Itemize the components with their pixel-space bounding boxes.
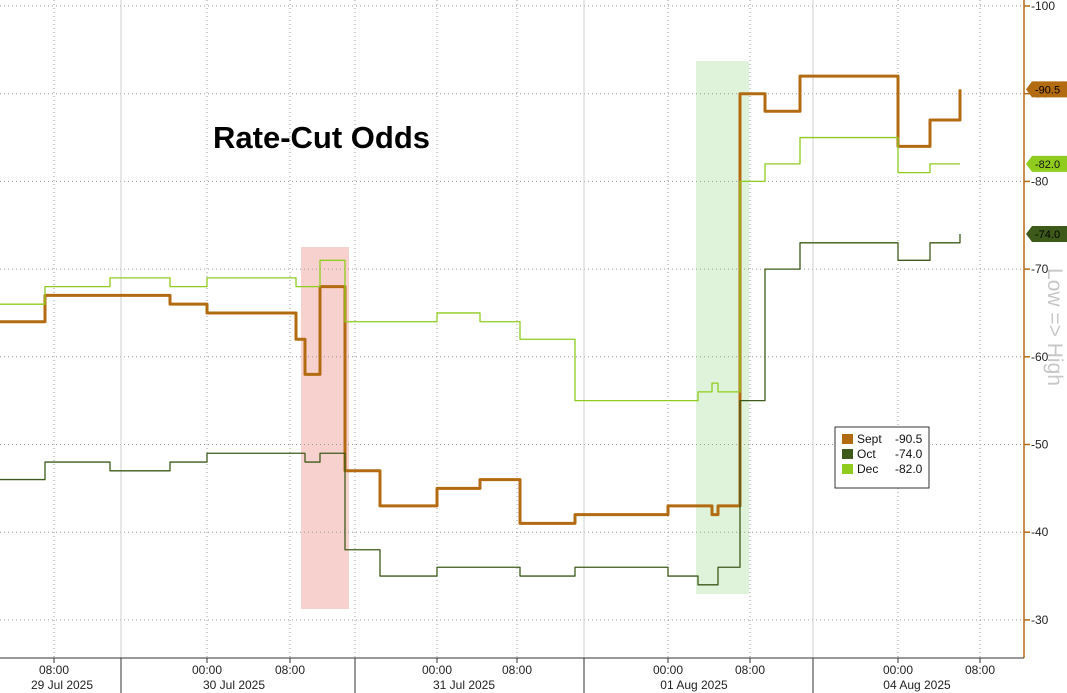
legend-swatch — [842, 449, 853, 459]
y-tick-label: -70 — [1031, 262, 1049, 276]
last-value-tag-sept: -90.5 — [1026, 81, 1067, 98]
x-date-label: 01 Aug 2025 — [660, 678, 728, 692]
y-tick-label: -40 — [1031, 525, 1049, 539]
x-tick-label: 00:00 — [192, 663, 222, 677]
legend-swatch — [842, 434, 853, 444]
x-tick-label: 00:00 — [422, 663, 452, 677]
y-tick-label: -100 — [1031, 0, 1055, 13]
series-line-dec — [0, 136, 960, 402]
x-date-label: 29 Jul 2025 — [31, 678, 93, 692]
last-value-tag-dec: -82.0 — [1026, 155, 1067, 172]
last-value-tags: -90.5 -74.0 -82.0 — [1026, 81, 1067, 243]
legend-series-name: Dec — [857, 462, 878, 476]
x-tick-label: 00:00 — [653, 663, 683, 677]
x-date-label: 31 Jul 2025 — [433, 678, 495, 692]
tag-value: -90.5 — [1035, 84, 1060, 96]
tag-shape — [1026, 81, 1067, 98]
series-lines — [0, 74, 962, 586]
legend-item-dec: Dec -82.0 — [842, 462, 923, 476]
last-value-tag-oct: -74.0 — [1026, 226, 1067, 243]
x-date-label: 30 Jul 2025 — [203, 678, 265, 692]
tag-shape — [1026, 226, 1067, 243]
x-tick-label: 08:00 — [502, 663, 532, 677]
x-tick-label: 08:00 — [735, 663, 765, 677]
tag-shape — [1026, 155, 1067, 172]
y-tick-label: -60 — [1031, 350, 1049, 364]
x-tick-label: 08:00 — [39, 663, 69, 677]
grid-lines — [0, 0, 1024, 658]
x-axis: 08:00 00:00 08:00 00:00 08:00 00:00 08:00 00:00… — [0, 657, 1024, 693]
highlight-band-1 — [301, 247, 349, 609]
legend-item-sept: Sept -90.5 — [842, 432, 923, 446]
y-tick-label: -30 — [1031, 613, 1049, 627]
x-date-label: 04 Aug 2025 — [883, 678, 951, 692]
y-axis-label: Low => High — [1043, 268, 1066, 386]
tag-value: -74.0 — [1035, 229, 1060, 241]
series-line-sept — [0, 74, 962, 525]
chart-title: Rate-Cut Odds — [213, 120, 430, 155]
legend: Sept -90.5 Oct -74.0 Dec -82.0 — [834, 426, 930, 489]
legend-series-name: Sept — [857, 432, 882, 446]
y-tick-label: -80 — [1031, 174, 1049, 188]
series-line-oct — [0, 234, 961, 586]
legend-swatch — [842, 464, 853, 474]
legend-series-value: -90.5 — [895, 432, 923, 446]
y-tick-label: -50 — [1031, 438, 1049, 452]
x-tick-label: 00:00 — [883, 663, 913, 677]
legend-item-oct: Oct -74.0 — [842, 447, 923, 461]
tag-value: -82.0 — [1035, 159, 1060, 171]
x-tick-label: 08:00 — [275, 663, 305, 677]
legend-series-name: Oct — [857, 447, 876, 461]
legend-series-value: -82.0 — [895, 462, 923, 476]
legend-series-value: -74.0 — [895, 447, 923, 461]
x-tick-label: 08:00 — [965, 663, 995, 677]
